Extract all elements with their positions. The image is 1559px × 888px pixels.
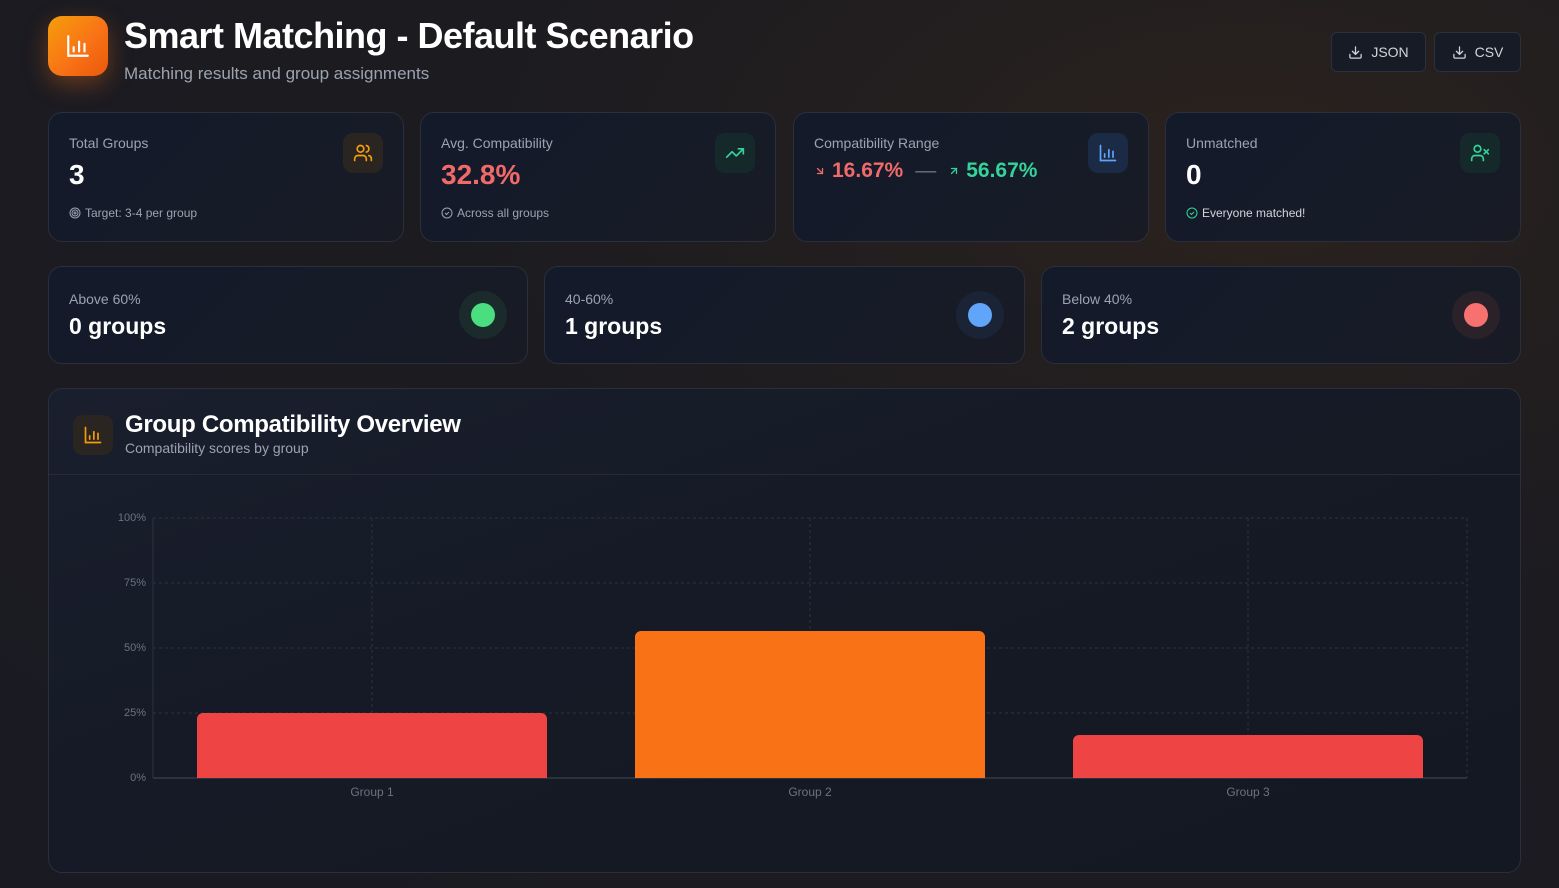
- stat-value: 3: [69, 159, 85, 190]
- x-tick: Group 3: [1226, 785, 1270, 799]
- range-max: 56.67%: [966, 159, 1038, 182]
- stat-footnote: Everyone matched!: [1186, 206, 1305, 220]
- users-icon: [353, 144, 373, 162]
- range-separator: —: [915, 159, 937, 182]
- stat-label: Total Groups: [69, 135, 149, 151]
- download-icon: [1349, 45, 1363, 59]
- stat-label: Unmatched: [1186, 135, 1258, 151]
- status-dot-wrap: [956, 291, 1004, 339]
- export-json-button[interactable]: JSON: [1331, 32, 1426, 72]
- trending-icon-box: [715, 133, 755, 173]
- y-tick: 75%: [123, 577, 146, 589]
- user-x-icon: [1470, 144, 1490, 162]
- blue-dot-icon: [968, 303, 992, 327]
- download-icon: [1452, 45, 1466, 59]
- stat-footnote: Target: 3-4 per group: [69, 206, 197, 220]
- range-values: 16.67% — 56.67%: [814, 159, 1037, 183]
- bar-chart-icon: [84, 426, 102, 444]
- x-tick: Group 2: [788, 785, 832, 799]
- status-dot-wrap: [459, 291, 507, 339]
- stat-label: Compatibility Range: [814, 135, 940, 151]
- user-x-icon-box: [1460, 133, 1500, 173]
- arrow-up-right-icon: [951, 167, 958, 175]
- y-tick: 25%: [123, 707, 146, 719]
- status-dot-wrap: [1452, 291, 1500, 339]
- panel-header: Group Compatibility Overview Compatibili…: [49, 389, 1520, 475]
- panel-icon-box: [73, 415, 113, 455]
- panel-title: Group Compatibility Overview: [125, 411, 461, 438]
- compatibility-chart-panel: Group Compatibility Overview Compatibili…: [48, 388, 1521, 873]
- band-card-above-60: Above 60% 0 groups: [48, 266, 528, 364]
- check-circle-icon: [1186, 207, 1198, 219]
- bar-chart-icon: [67, 35, 89, 57]
- stat-footnote: Across all groups: [441, 206, 549, 220]
- stat-card-unmatched: Unmatched 0 Everyone matched!: [1165, 112, 1521, 242]
- band-card-40-60: 40-60% 1 groups: [544, 266, 1025, 364]
- green-dot-icon: [471, 303, 495, 327]
- y-tick: 100%: [117, 512, 146, 524]
- stat-value: 0: [1186, 159, 1202, 190]
- chart-bar-group-2[interactable]: [635, 630, 985, 778]
- page-subtitle: Matching results and group assignments: [124, 64, 430, 83]
- export-json-label: JSON: [1371, 44, 1409, 60]
- export-csv-label: CSV: [1474, 44, 1504, 60]
- export-csv-button[interactable]: CSV: [1434, 32, 1521, 72]
- users-icon-box: [343, 133, 383, 173]
- stat-label: Avg. Compatibility: [441, 135, 553, 151]
- band-label: 40-60%: [565, 291, 614, 307]
- range-min: 16.67%: [832, 159, 904, 182]
- band-label: Below 40%: [1062, 291, 1133, 307]
- bar-chart-icon: [1099, 144, 1117, 162]
- stat-card-compatibility-range: Compatibility Range 16.67% — 56.67%: [793, 112, 1149, 242]
- band-value: 1 groups: [565, 313, 663, 339]
- page-header: Smart Matching - Default Scenario Matchi…: [48, 16, 1521, 96]
- arrow-down-right-icon: [816, 167, 824, 175]
- bar-chart: 100% 75% 50% 25% 0% Group 1 Group 2 Grou…: [49, 475, 1522, 874]
- band-value: 0 groups: [69, 313, 167, 339]
- band-value: 2 groups: [1062, 313, 1160, 339]
- chart-bar-group-3[interactable]: [1073, 734, 1423, 778]
- stat-value: 32.8%: [441, 159, 521, 190]
- band-card-below-40: Below 40% 2 groups: [1041, 266, 1521, 364]
- app-logo: [48, 16, 108, 76]
- check-circle-icon: [441, 207, 453, 219]
- stat-card-total-groups: Total Groups 3 Target: 3-4 per group: [48, 112, 404, 242]
- red-dot-icon: [1464, 303, 1488, 327]
- panel-subtitle: Compatibility scores by group: [125, 440, 309, 456]
- chart-bar-group-1[interactable]: [197, 713, 547, 778]
- trending-up-icon: [725, 148, 745, 158]
- y-tick: 0%: [130, 772, 146, 784]
- y-tick: 50%: [123, 642, 146, 654]
- stat-card-avg-compatibility: Avg. Compatibility 32.8% Across all grou…: [420, 112, 776, 242]
- bar-chart-icon-box: [1088, 133, 1128, 173]
- page-title: Smart Matching - Default Scenario: [124, 15, 694, 56]
- target-icon: [69, 207, 81, 219]
- band-label: Above 60%: [69, 291, 141, 307]
- x-tick: Group 1: [350, 785, 394, 799]
